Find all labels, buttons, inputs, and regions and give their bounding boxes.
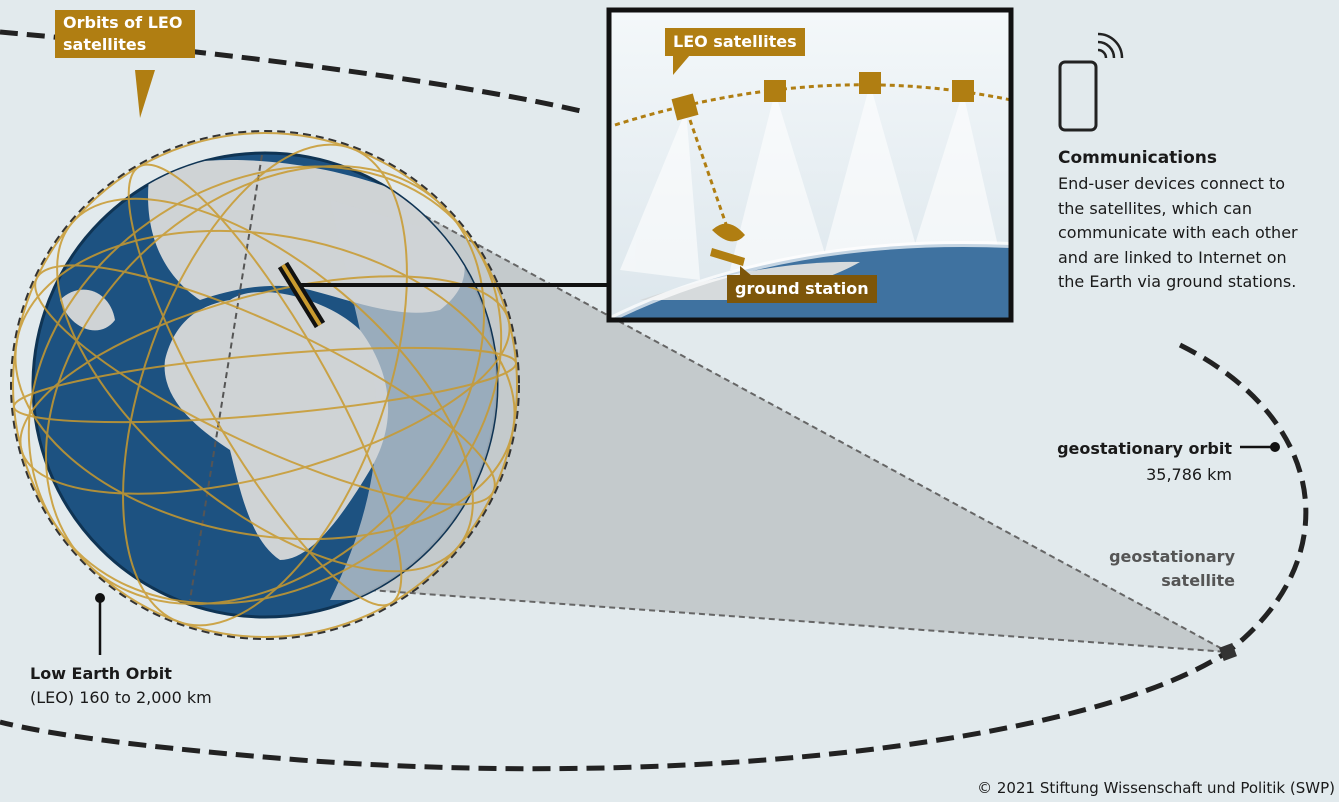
leader-dot: [95, 593, 105, 603]
leo-satellites-label: LEO satellites: [665, 28, 805, 56]
ground-station-label: ground station: [727, 275, 877, 303]
label-pointer: [740, 266, 752, 276]
inset: [609, 10, 1011, 320]
geo-satellite: [1219, 643, 1237, 661]
communications-text: End-user devices connect to the satellit…: [1058, 174, 1298, 291]
leo-altitude: (LEO) 160 to 2,000 km: [30, 688, 212, 707]
leader-dot: [1270, 442, 1280, 452]
terminator: [189, 154, 263, 601]
coverage-cone: [300, 178, 1228, 652]
phone-icon: [1058, 60, 1098, 132]
cone-edge: [354, 177, 1229, 653]
communications-title: Communications: [1058, 148, 1218, 168]
label-pointer: [135, 70, 155, 118]
cone-edge: [299, 584, 1229, 653]
geo-satellite-label: geostationary satellite: [1109, 547, 1235, 590]
geo-orbit-path: [0, 342, 1309, 772]
leo-orbits-label: Orbits of LEO satellites: [55, 10, 195, 58]
leo-title: Low Earth Orbit: [30, 664, 172, 683]
signal-icon: [1097, 32, 1124, 59]
geo-orbit-altitude: 35,786 km: [1146, 465, 1232, 484]
leo-shell: [10, 130, 520, 640]
geo-orbit-label: geostationary orbit: [1057, 439, 1232, 458]
leo-orbits: [12, 132, 518, 638]
leo-satellite-marker: [281, 263, 322, 327]
inset-frame: [606, 7, 1014, 323]
copyright: © 2021 Stiftung Wissenschaft und Politik…: [977, 779, 1335, 797]
label-pointer: [673, 55, 690, 75]
